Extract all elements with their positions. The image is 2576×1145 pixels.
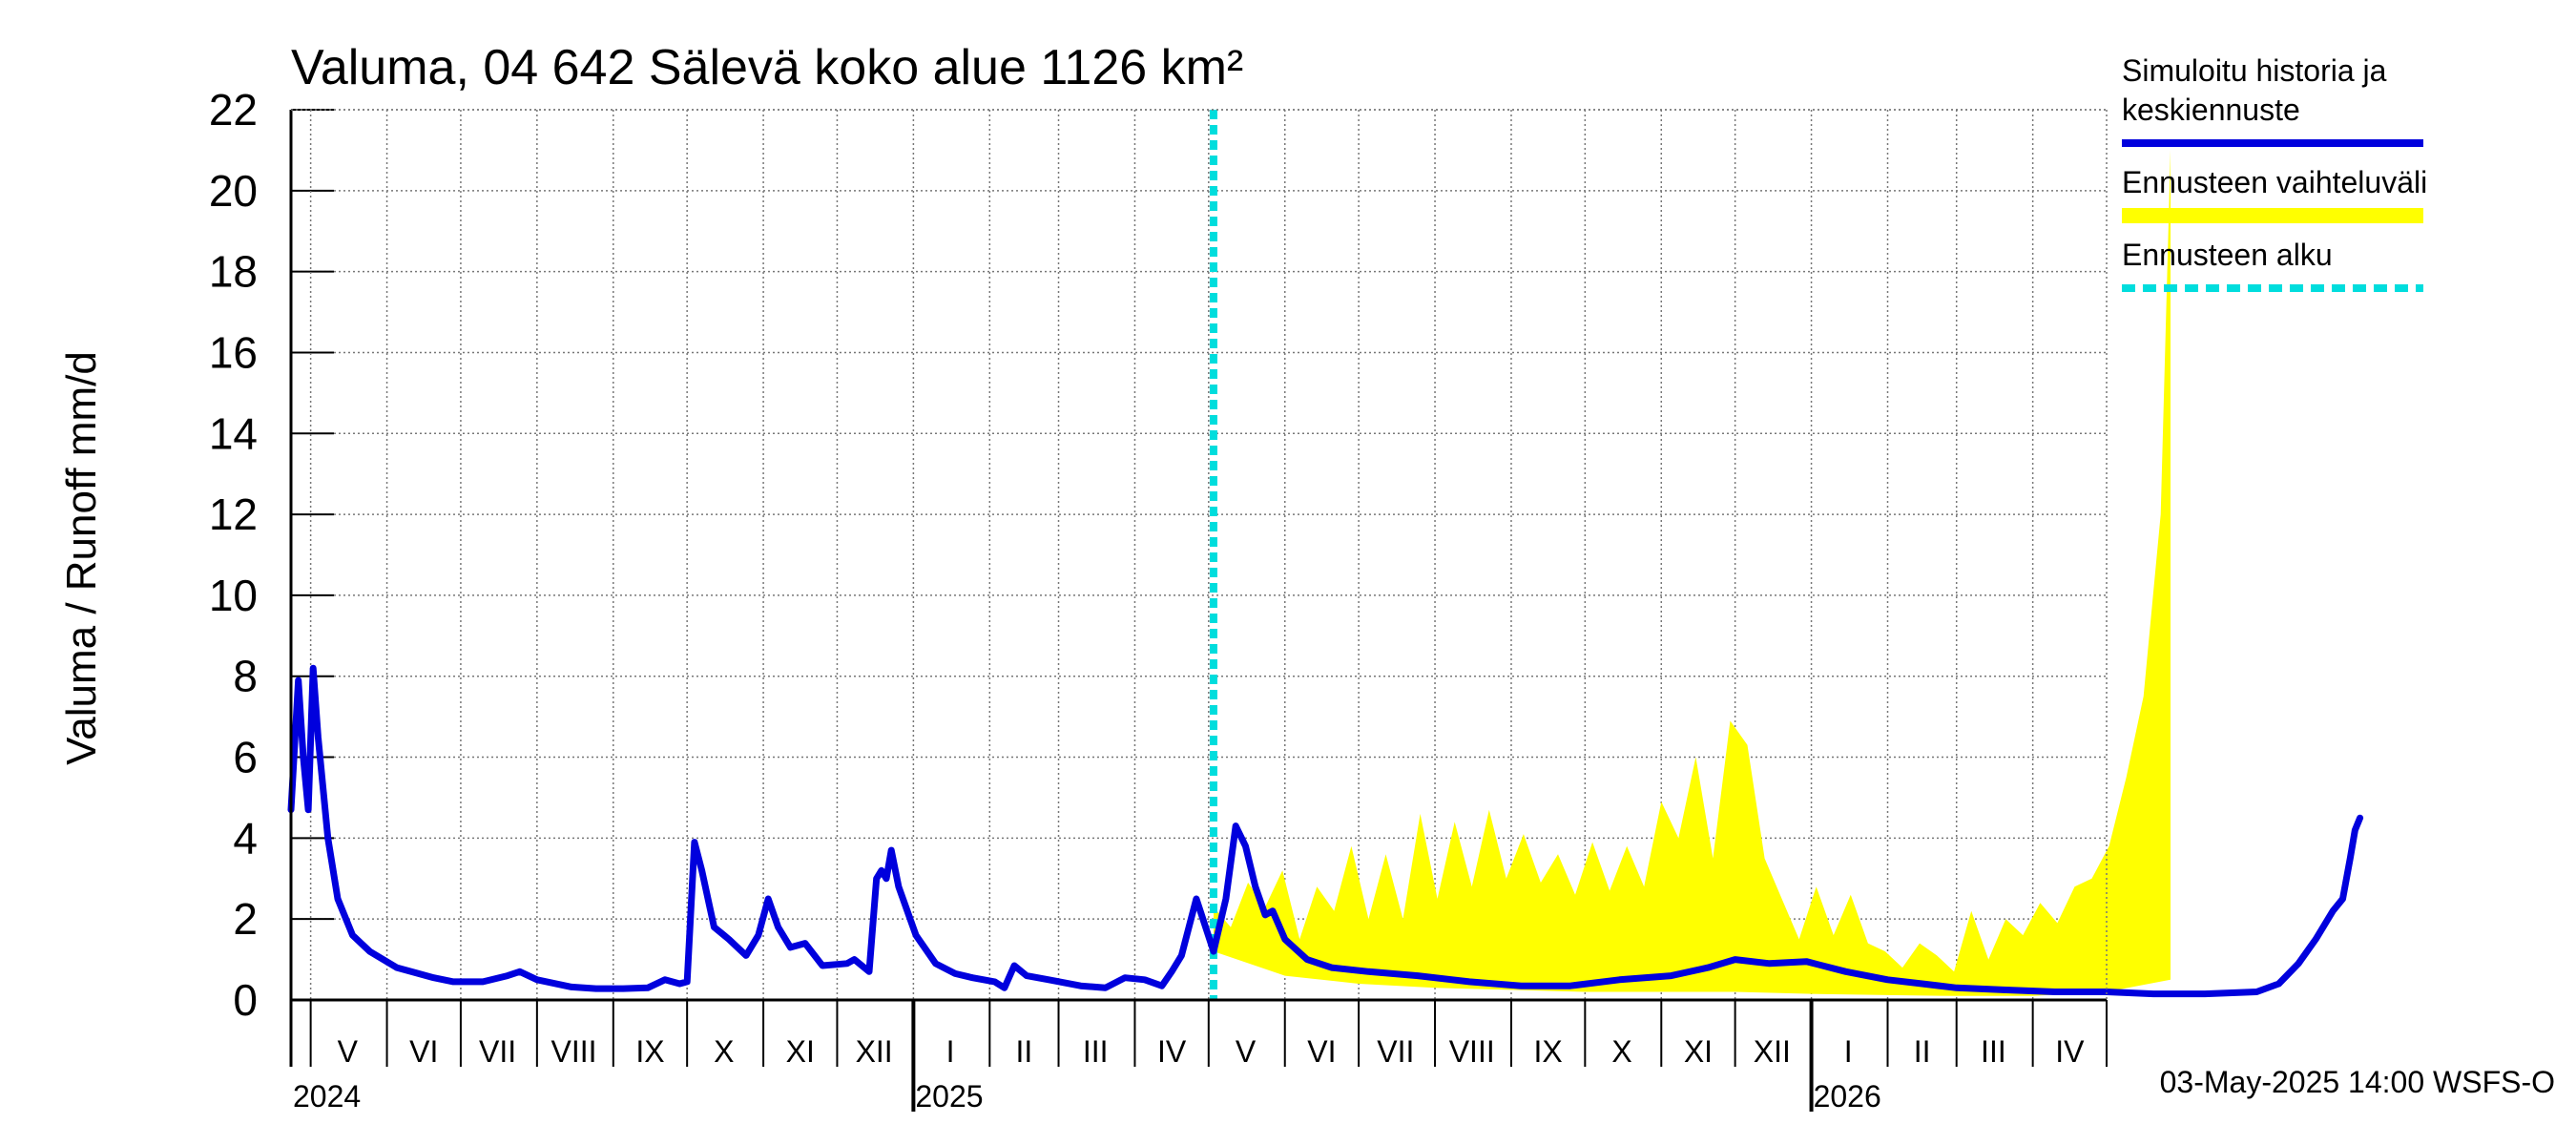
y-axis-label: Valuma / Runoff mm/d xyxy=(58,351,105,765)
month-label: XII xyxy=(856,1034,893,1069)
y-tick-label: 20 xyxy=(209,166,258,216)
month-label: XI xyxy=(1684,1034,1713,1069)
y-tick-label: 14 xyxy=(209,408,258,458)
month-label: II xyxy=(1914,1034,1931,1069)
month-label: I xyxy=(946,1034,955,1069)
footer-timestamp: 03-May-2025 14:00 WSFS-O xyxy=(2160,1065,2555,1099)
legend-label: Ennusteen vaihteluväli xyxy=(2122,165,2427,199)
y-tick-label: 10 xyxy=(209,571,258,620)
month-label: VII xyxy=(479,1034,516,1069)
legend-label: Ennusteen alku xyxy=(2122,238,2333,272)
month-label: IV xyxy=(1157,1034,1187,1069)
month-label: VI xyxy=(409,1034,438,1069)
chart-title: Valuma, 04 642 Sälevä koko alue 1126 km² xyxy=(291,40,1243,95)
month-label: V xyxy=(338,1034,359,1069)
y-tick-label: 0 xyxy=(233,975,258,1025)
y-tick-label: 18 xyxy=(209,247,258,297)
y-tick-label: 8 xyxy=(233,652,258,701)
month-label: V xyxy=(1236,1034,1257,1069)
month-label: VII xyxy=(1377,1034,1414,1069)
month-label: IV xyxy=(2055,1034,2085,1069)
y-tick-label: 2 xyxy=(233,894,258,944)
legend-label: keskiennuste xyxy=(2122,93,2300,127)
year-label: 2025 xyxy=(915,1079,983,1114)
month-label: VIII xyxy=(551,1034,597,1069)
month-label: II xyxy=(1016,1034,1033,1069)
y-tick-label: 12 xyxy=(209,489,258,539)
month-label: VIII xyxy=(1449,1034,1495,1069)
y-tick-label: 22 xyxy=(209,85,258,135)
month-label: I xyxy=(1844,1034,1853,1069)
month-label: XI xyxy=(786,1034,815,1069)
month-label: X xyxy=(1611,1034,1631,1069)
month-label: XII xyxy=(1754,1034,1791,1069)
year-label: 2026 xyxy=(1814,1079,1881,1114)
month-label: III xyxy=(1083,1034,1109,1069)
y-tick-label: 16 xyxy=(209,327,258,377)
month-label: IX xyxy=(1534,1034,1563,1069)
month-label: VI xyxy=(1307,1034,1336,1069)
y-tick-label: 6 xyxy=(233,733,258,782)
month-label: III xyxy=(1981,1034,2006,1069)
y-tick-label: 4 xyxy=(233,813,258,863)
forecast-range-band xyxy=(1214,150,2171,996)
month-label: X xyxy=(714,1034,734,1069)
legend-label: Simuloitu historia ja xyxy=(2122,53,2387,88)
year-label: 2024 xyxy=(293,1079,361,1114)
legend: Simuloitu historia ja keskiennuste Ennuste… xyxy=(2122,53,2427,292)
month-label: IX xyxy=(635,1034,664,1069)
runoff-series-line xyxy=(287,664,2364,998)
